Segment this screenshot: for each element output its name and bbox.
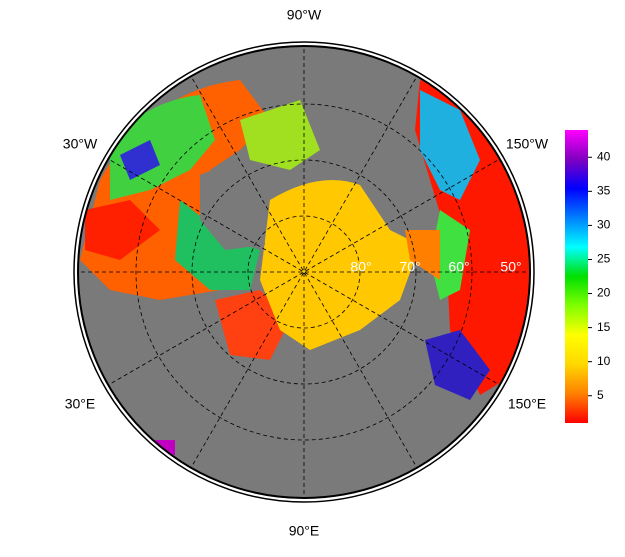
latitude-label: 80° xyxy=(350,259,371,275)
latitude-circle xyxy=(191,159,417,385)
colorbar-tick-label: 5 xyxy=(597,388,604,402)
map-border xyxy=(73,41,535,503)
field-patch xyxy=(420,90,480,200)
colorbar-tick-label: 30 xyxy=(597,218,611,232)
latitude-label: 70° xyxy=(399,259,420,275)
field-patch xyxy=(120,140,160,180)
map-border xyxy=(77,45,531,499)
field-patch xyxy=(405,230,440,280)
field-patch xyxy=(240,100,320,170)
longitude-label: 150°E xyxy=(508,396,546,412)
longitude-label: 30°W xyxy=(63,136,98,152)
latitude-label: 60° xyxy=(448,259,469,275)
field-patch xyxy=(175,200,260,290)
map-disk xyxy=(78,46,530,498)
colorbar-tick-label: 20 xyxy=(597,286,611,300)
longitude-label: 150°W xyxy=(506,136,549,152)
longitude-label: 30°E xyxy=(65,396,96,412)
longitude-label: 90°W xyxy=(287,7,322,23)
field-patch xyxy=(85,200,160,260)
field-patch xyxy=(260,180,420,350)
colorbar-tick-label: 35 xyxy=(597,183,611,197)
graticule xyxy=(78,46,530,498)
latitude-label: 50° xyxy=(500,259,521,275)
colorbar xyxy=(565,130,588,423)
field-patch xyxy=(155,440,175,455)
latitude-circle xyxy=(135,103,473,441)
colorbar-tick-label: 25 xyxy=(597,252,611,266)
greenland xyxy=(200,170,265,250)
latitude-circle xyxy=(247,215,361,329)
field-patch xyxy=(425,330,490,400)
longitude-label: 90°E xyxy=(289,523,320,539)
colorbar-tick-label: 40 xyxy=(597,149,611,163)
colorbar-tick-label: 10 xyxy=(597,354,611,368)
colorbar-tick-label: 15 xyxy=(597,320,611,334)
